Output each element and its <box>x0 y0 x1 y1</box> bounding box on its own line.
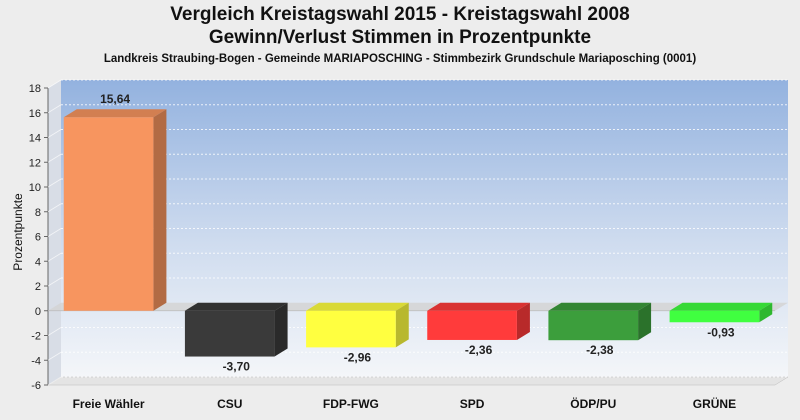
gridline-side <box>47 252 62 262</box>
bar-side <box>759 302 773 323</box>
gridline-side <box>47 327 62 336</box>
y-tick-label: 14 <box>29 133 41 145</box>
bar-top <box>63 109 167 118</box>
gridline-side <box>47 376 62 386</box>
gridline-side <box>47 203 62 213</box>
data-label-3: -2,96 <box>344 350 372 364</box>
data-label-1: 15,64 <box>100 92 130 106</box>
bar-3 <box>306 302 409 348</box>
bar-side <box>153 109 167 311</box>
category-label-4: SPD <box>460 397 485 411</box>
bar-4 <box>427 302 530 340</box>
gridline-side <box>47 153 62 163</box>
category-label-5: ÖDP/PU <box>570 396 616 411</box>
category-labels: Freie Wähler CSU FDP-FWG SPD ÖDP/PU GRÜNE <box>73 396 737 411</box>
bar-top <box>427 302 530 311</box>
y-tick-label: 18 <box>29 83 41 95</box>
bar-side <box>395 302 409 348</box>
bar-front <box>306 310 396 348</box>
data-label-2: -3,70 <box>223 360 251 374</box>
gridline-side <box>47 129 62 138</box>
bar-top <box>184 302 288 311</box>
bar-side <box>274 302 288 357</box>
category-label-3: FDP-FWG <box>323 397 379 411</box>
y-axis-label: Prozentpunkte <box>11 193 25 271</box>
y-tick-label: -6 <box>31 380 41 392</box>
y-tick-label: 6 <box>35 232 41 244</box>
chart-title-line2: Gewinn/Verlust Stimmen in Prozentpunkte <box>208 27 592 48</box>
gridline-side <box>47 104 62 114</box>
bar-front <box>427 310 517 340</box>
gridline-side <box>47 351 62 361</box>
bar-side <box>516 302 530 340</box>
bar-top <box>669 302 773 311</box>
y-tick-label: 8 <box>35 207 41 219</box>
y-tick-label: 4 <box>35 256 41 268</box>
bar-1 <box>63 109 167 311</box>
y-tick-label: 2 <box>35 281 41 293</box>
gridline-side <box>47 79 62 89</box>
plot-floor <box>47 376 789 386</box>
y-axis-ticks: -6 -4 -2 0 2 4 6 8 10 12 14 16 18 <box>29 83 48 392</box>
bars <box>63 109 773 357</box>
data-label-5: -2,38 <box>586 343 614 357</box>
y-tick-label: 0 <box>35 306 41 318</box>
category-label-2: CSU <box>217 397 242 411</box>
gridline-side <box>47 277 62 287</box>
bar-2 <box>184 302 288 357</box>
bar-5 <box>548 302 652 341</box>
category-label-6: GRÜNE <box>693 396 736 411</box>
bar-top <box>548 302 652 311</box>
bar-front <box>184 310 275 357</box>
bar-front <box>63 117 154 311</box>
bar-front <box>548 310 639 341</box>
bar-front <box>669 310 760 323</box>
category-label-1: Freie Wähler <box>73 397 145 411</box>
chart-title: Vergleich Kreistagswahl 2015 - Kreistags… <box>170 4 630 25</box>
data-label-6: -0,93 <box>707 325 735 339</box>
chart-subtitle: Landkreis Straubing-Bogen - Gemeinde MAR… <box>103 53 697 65</box>
gridline-side <box>47 178 62 188</box>
y-tick-label: 10 <box>29 182 41 194</box>
y-tick-label: -4 <box>31 355 41 367</box>
bar-top <box>306 302 409 311</box>
bar-side <box>638 302 652 341</box>
data-label-4: -2,36 <box>465 343 493 357</box>
bar-6 <box>669 302 773 323</box>
y-tick-label: 12 <box>29 157 41 169</box>
y-tick-label: -2 <box>31 331 41 343</box>
data-labels: 15,64 -3,70 -2,96 -2,36 -2,38 -0,93 <box>100 92 735 373</box>
gridline-side <box>47 228 62 237</box>
y-tick-label: 16 <box>29 108 41 120</box>
